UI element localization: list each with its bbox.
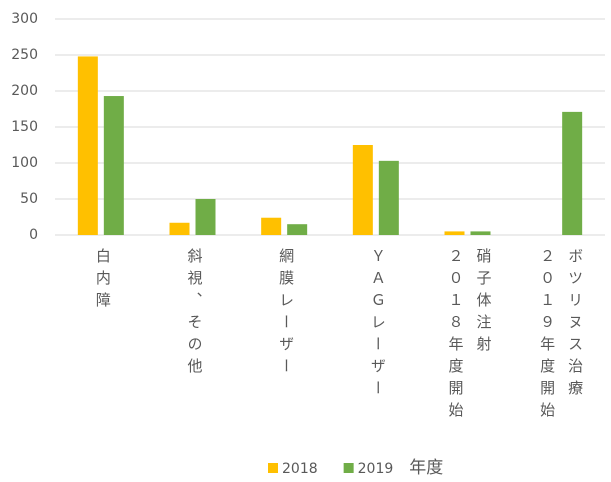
bar: [169, 222, 190, 235]
legend-swatch: [343, 463, 354, 473]
bar: [352, 145, 373, 235]
bar: [470, 231, 491, 235]
y-tick-label: 50: [20, 191, 38, 207]
x-tick-label: ボツリヌス治療 ２０１９年度開始: [538, 248, 585, 424]
bar: [562, 111, 583, 235]
y-tick-label: 0: [29, 227, 38, 243]
x-tick-label: 硝子体注射 ２０１８年度開始: [446, 248, 493, 424]
bar: [261, 217, 282, 235]
bar: [195, 199, 216, 235]
y-tick-label: 100: [11, 155, 38, 171]
x-tick-label: 網膜レーザー: [277, 248, 296, 380]
bar: [77, 56, 98, 235]
y-tick-label: 200: [11, 83, 38, 99]
bar: [287, 224, 308, 235]
x-tick-label: 斜視、その他: [185, 248, 204, 380]
legend-label: 2018: [282, 461, 318, 477]
y-tick-label: 150: [11, 119, 38, 135]
bar: [444, 231, 465, 235]
x-tick-label: ＹＡＧレーザー: [368, 248, 387, 402]
legend-swatch: [268, 463, 278, 473]
x-tick-label: 白内障: [93, 248, 112, 314]
legend-label: 2019: [358, 461, 394, 477]
bar: [103, 96, 124, 235]
y-tick-label: 250: [11, 47, 38, 63]
legend-title: 年度: [409, 458, 443, 478]
y-tick-label: 300: [11, 11, 38, 27]
bar: [378, 160, 399, 235]
